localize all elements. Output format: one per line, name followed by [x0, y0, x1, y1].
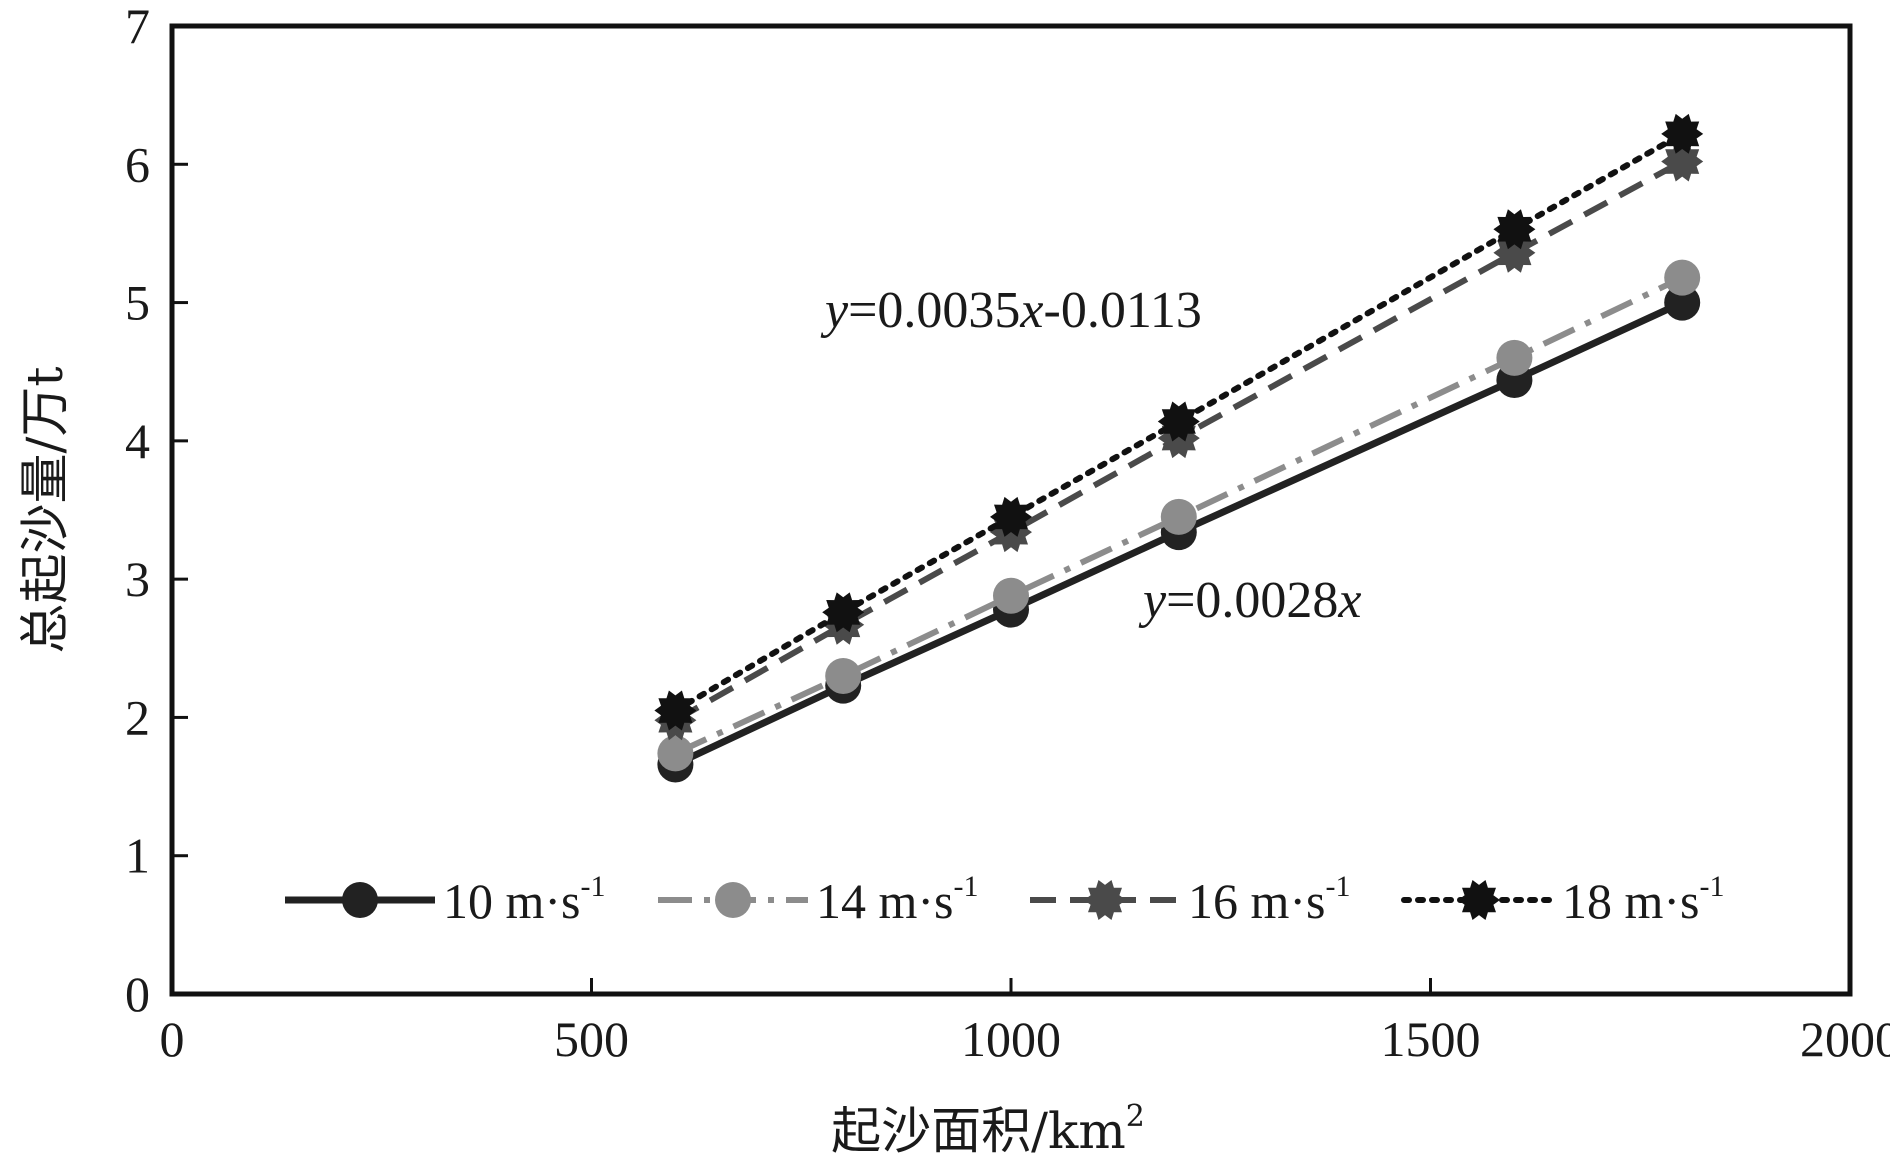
data-point [1496, 339, 1533, 376]
data-point [822, 592, 865, 633]
equation-upper-formula: =0.0035 [848, 282, 1020, 339]
legend-label: 16 m·s-1 [1188, 870, 1351, 929]
y-tick-label: 6 [125, 136, 150, 192]
series-2 [654, 141, 1704, 741]
x-tick-label: 500 [554, 1011, 629, 1067]
y-axis-title: 总起沙量/万t [16, 367, 74, 654]
legend: 10 m·s-1 14 m·s-1 16 m·s-1 18 m·s-1 [285, 870, 1725, 929]
data-point [1661, 141, 1704, 182]
legend-item: 10 m·s-1 [285, 870, 606, 929]
legend-label-sup: -1 [1326, 870, 1351, 903]
x-tick-label: 1000 [961, 1011, 1061, 1067]
equation-lower-formula: =0.0028 [1166, 572, 1338, 629]
equation-upper-x: x [1019, 282, 1043, 339]
legend-label-text: 14 m·s [816, 873, 954, 929]
legend-marker [342, 882, 378, 918]
series-line [672, 130, 1686, 714]
legend-marker [1458, 880, 1500, 920]
x-tick-label: 0 [160, 1011, 185, 1067]
y-tick-label: 2 [125, 689, 150, 745]
legend-label-text: 10 m·s [443, 873, 581, 929]
legend-item: 18 m·s-1 [1401, 870, 1725, 929]
data-point [993, 577, 1029, 614]
x-tick-label: 1500 [1381, 1011, 1481, 1067]
legend-label-sup: -1 [1700, 870, 1725, 903]
data-point [1664, 259, 1701, 296]
data-point [1664, 284, 1701, 321]
data-point [1493, 209, 1536, 250]
data-point [657, 735, 694, 772]
data-point [1157, 401, 1200, 442]
series-3 [654, 113, 1704, 731]
series-line [674, 274, 1684, 757]
data-point [1661, 113, 1704, 154]
legend-label: 14 m·s-1 [816, 870, 979, 929]
equation-annotation-upper: y=0.0035x-0.0113 [820, 282, 1202, 339]
equation-upper-tail: -0.0113 [1044, 282, 1202, 339]
legend-label: 18 m·s-1 [1562, 870, 1725, 929]
y-tick-label: 4 [125, 413, 150, 469]
legend-label-text: 18 m·s [1562, 873, 1700, 929]
legend-item: 16 m·s-1 [1030, 870, 1351, 929]
equation-upper-y: y [820, 282, 849, 339]
y-tick-label: 7 [125, 0, 150, 54]
equation-annotation-lower: y=0.0028x [1138, 572, 1362, 629]
legend-label-text: 16 m·s [1188, 873, 1326, 929]
y-tick-label: 1 [125, 828, 150, 884]
series-1 [657, 259, 1701, 772]
data-point [990, 496, 1032, 537]
series-layer [654, 113, 1704, 783]
data-point [825, 657, 862, 694]
x-axis-title-sup: 2 [1126, 1099, 1145, 1134]
y-tick-label: 5 [125, 275, 150, 331]
legend-label-sup: -1 [954, 870, 979, 903]
legend-label: 10 m·s-1 [443, 870, 606, 929]
equation-lower-y: y [1138, 572, 1167, 629]
series-line [673, 158, 1684, 723]
legend-item: 14 m·s-1 [658, 870, 979, 929]
x-tick-label: 2000 [1800, 1011, 1890, 1067]
x-axis-title-text: 起沙面积/km [831, 1102, 1126, 1160]
data-point [654, 690, 697, 731]
x-axis-title: 起沙面积/km2 [831, 1099, 1145, 1160]
series-line [673, 299, 1684, 768]
y-axis-ticks: 0 1 2 3 4 5 6 7 [125, 0, 188, 1022]
data-point [1160, 498, 1197, 535]
legend-marker [1084, 880, 1126, 920]
data-point [1493, 232, 1536, 273]
legend-label-sup: -1 [581, 870, 606, 903]
legend-marker [715, 882, 751, 918]
x-axis-ticks: 0 500 1000 1500 2000 [160, 978, 1890, 1067]
y-tick-label: 3 [125, 551, 150, 607]
y-tick-label: 0 [125, 966, 150, 1022]
equation-lower-x: x [1337, 572, 1361, 629]
